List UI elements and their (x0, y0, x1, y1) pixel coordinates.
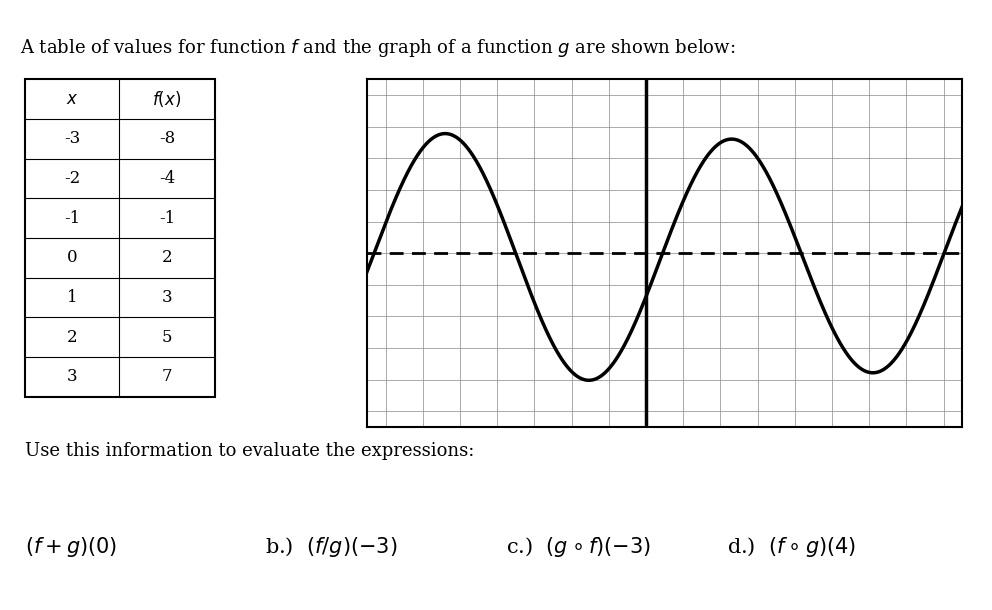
Text: c.)  $(g \circ f)(-3)$: c.) $(g \circ f)(-3)$ (506, 534, 651, 559)
Text: -8: -8 (159, 131, 175, 147)
Text: 2: 2 (66, 329, 77, 345)
Text: -4: -4 (159, 170, 175, 187)
Text: -3: -3 (64, 131, 80, 147)
Text: 0: 0 (66, 249, 77, 266)
Text: d.)  $(f \circ g)(4)$: d.) $(f \circ g)(4)$ (727, 534, 856, 559)
Text: -2: -2 (64, 170, 80, 187)
Text: $x$: $x$ (65, 91, 78, 107)
Text: Use this information to evaluate the expressions:: Use this information to evaluate the exp… (25, 442, 474, 461)
Text: 1: 1 (66, 289, 77, 306)
Text: b.)  $(f/g)(-3)$: b.) $(f/g)(-3)$ (265, 534, 398, 559)
Text: A table of values for function $f$ and the graph of a function $g$ are shown bel: A table of values for function $f$ and t… (20, 37, 735, 60)
Text: $f(x)$: $f(x)$ (153, 89, 182, 109)
Text: 3: 3 (162, 289, 173, 306)
Text: 7: 7 (162, 368, 173, 385)
Text: 3: 3 (66, 368, 77, 385)
Text: $(f+g)(0)$: $(f+g)(0)$ (25, 534, 117, 559)
Text: 2: 2 (162, 249, 173, 266)
Text: 5: 5 (162, 329, 173, 345)
Text: -1: -1 (159, 210, 175, 226)
Text: -1: -1 (64, 210, 80, 226)
